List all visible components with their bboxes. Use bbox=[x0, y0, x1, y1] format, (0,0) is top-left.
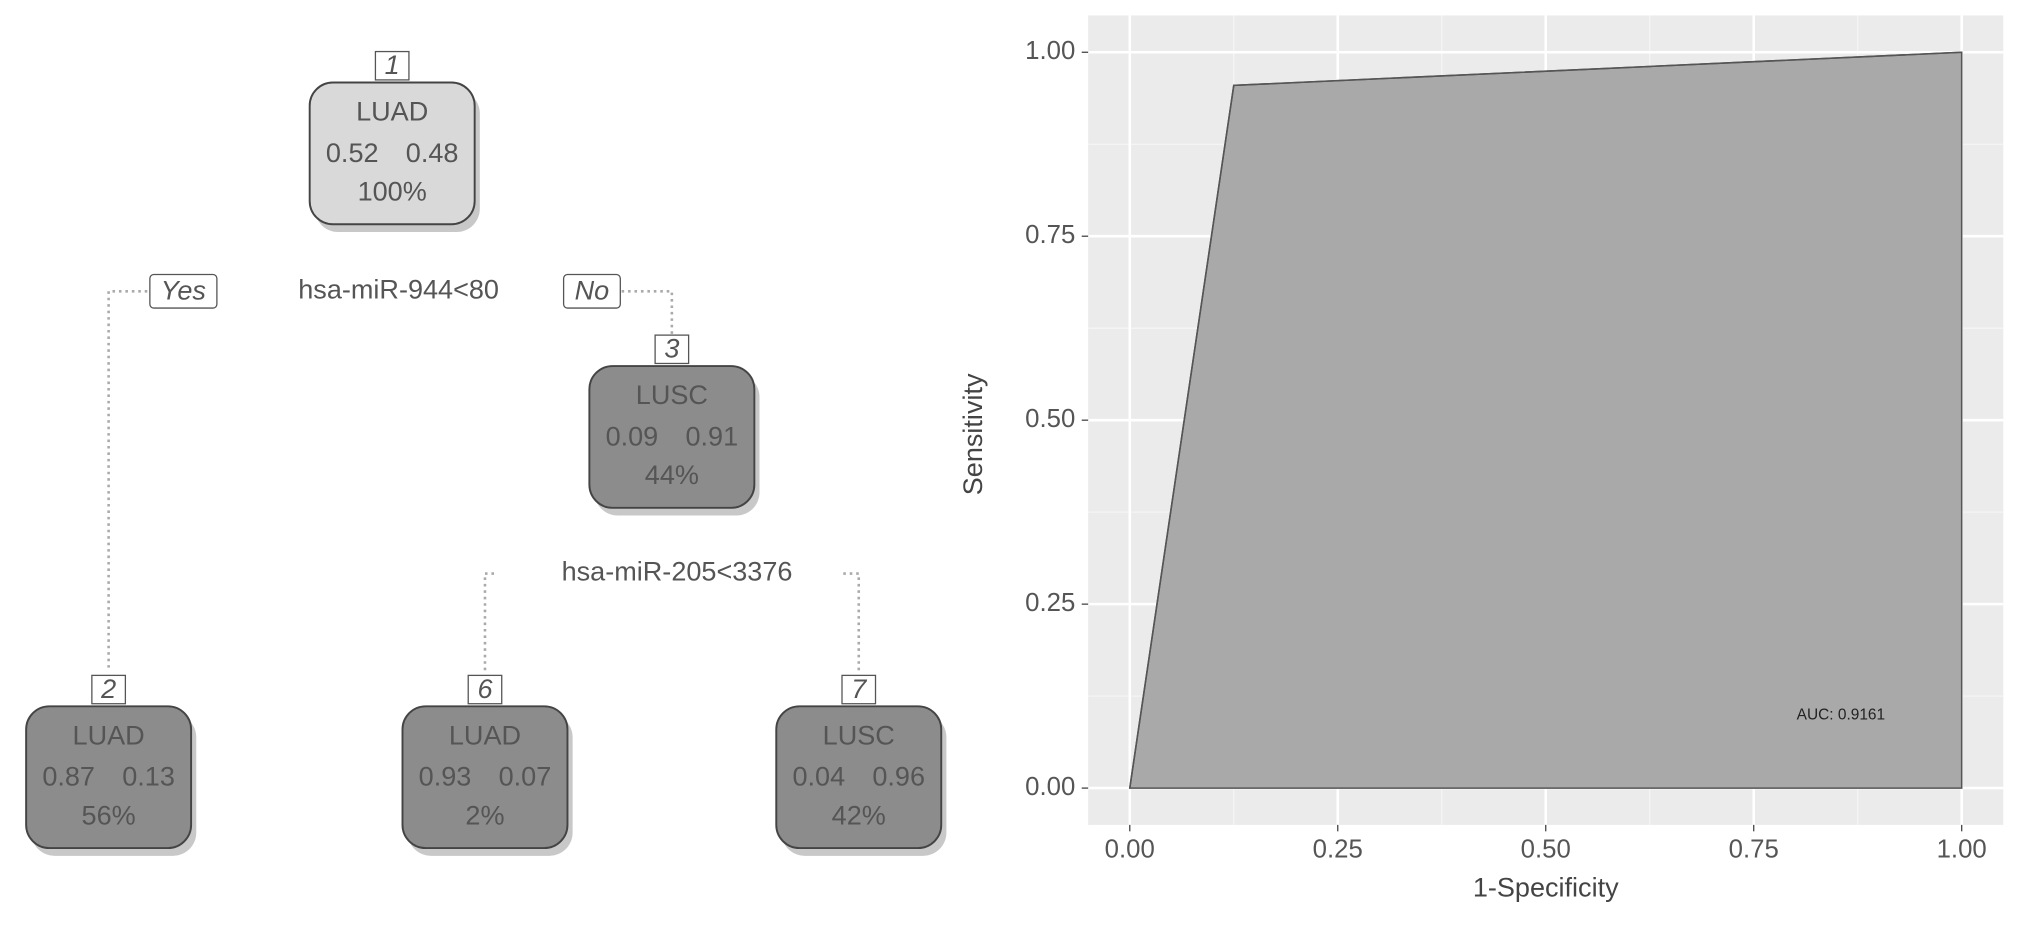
y-tick-label: 0.50 bbox=[1025, 405, 1075, 433]
node-class: LUAD bbox=[356, 97, 428, 127]
no-label: No bbox=[575, 276, 610, 306]
node-prob: 0.07 bbox=[499, 762, 552, 792]
x-tick-label: 0.75 bbox=[1729, 835, 1779, 863]
node-prob: 0.48 bbox=[406, 138, 459, 168]
node-id: 6 bbox=[477, 674, 493, 704]
node-prob: 0.87 bbox=[42, 762, 95, 792]
node-prob: 0.96 bbox=[872, 762, 925, 792]
node-percent: 100% bbox=[358, 176, 427, 206]
edge bbox=[483, 572, 496, 671]
node-prob: 0.93 bbox=[419, 762, 472, 792]
node-prob: 0.52 bbox=[326, 138, 379, 168]
x-axis-label: 1-Specificity bbox=[1473, 872, 1619, 902]
no-box bbox=[562, 273, 621, 309]
annotation: AUC: 0.9161 bbox=[1797, 706, 1885, 723]
yes-box bbox=[149, 273, 218, 309]
yes-label: Yes bbox=[161, 276, 206, 306]
y-tick-label: 0.00 bbox=[1025, 773, 1075, 801]
area-fill bbox=[1128, 51, 1963, 789]
edge bbox=[621, 290, 674, 338]
node-percent: 2% bbox=[465, 800, 504, 830]
node-prob: 0.04 bbox=[792, 762, 845, 792]
edge bbox=[107, 290, 212, 671]
node-id-box bbox=[841, 674, 877, 705]
x-tick-label: 0.50 bbox=[1521, 835, 1571, 863]
node-box bbox=[308, 81, 476, 226]
y-tick-label: 1.00 bbox=[1025, 37, 1075, 65]
node-box bbox=[588, 365, 756, 509]
node-box bbox=[25, 705, 193, 850]
x-tick-label: 0.00 bbox=[1105, 835, 1155, 863]
node-percent: 44% bbox=[645, 460, 699, 490]
edge bbox=[843, 572, 861, 671]
split-label: hsa-miR-944<80 bbox=[298, 274, 499, 304]
y-axis-label: Sensitivity bbox=[958, 373, 988, 495]
node-box bbox=[775, 705, 943, 850]
node-class: LUSC bbox=[823, 720, 895, 750]
node-id-box bbox=[467, 674, 503, 705]
decision-tree: Yes No hsa-miR-944<80 hsa-miR-205<3376 1… bbox=[25, 50, 947, 856]
node-box bbox=[401, 705, 569, 850]
node-class: LUSC bbox=[636, 380, 708, 410]
y-tick-label: 0.75 bbox=[1025, 221, 1075, 249]
node-prob: 0.13 bbox=[122, 762, 175, 792]
node-id-box bbox=[91, 674, 127, 705]
node-percent: 56% bbox=[82, 800, 136, 830]
y-tick-label: 0.25 bbox=[1025, 589, 1075, 617]
node-class: LUAD bbox=[73, 720, 145, 750]
split-label: hsa-miR-205<3376 bbox=[562, 557, 793, 587]
node-prob: 0.09 bbox=[606, 421, 659, 451]
node-id: 7 bbox=[851, 674, 867, 704]
x-tick-label: 1.00 bbox=[1937, 835, 1987, 863]
x-tick-label: 0.25 bbox=[1313, 835, 1363, 863]
roc-line bbox=[1129, 51, 1962, 789]
node-id: 1 bbox=[385, 50, 400, 80]
node-id: 2 bbox=[100, 674, 116, 704]
node-id-box bbox=[654, 334, 690, 365]
node-prob: 0.91 bbox=[685, 421, 738, 451]
node-id: 3 bbox=[664, 334, 679, 364]
node-id-box bbox=[374, 50, 410, 81]
node-class: LUAD bbox=[449, 720, 521, 750]
node-percent: 42% bbox=[832, 800, 886, 830]
